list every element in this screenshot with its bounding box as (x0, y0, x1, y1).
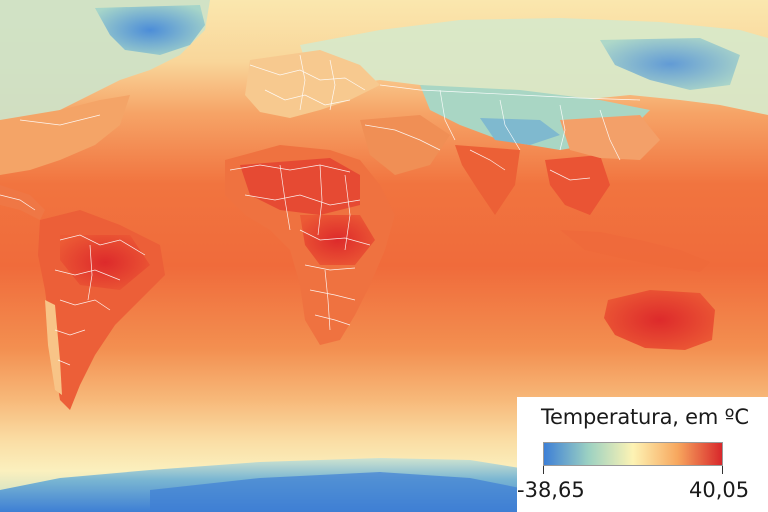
legend-tick-min (543, 466, 544, 474)
amazon-hot (60, 235, 150, 290)
china-east (560, 115, 660, 160)
country-borders (0, 54, 641, 366)
legend-title: Temperatura, em ºC (541, 405, 749, 429)
legend-max-label: 40,05 (689, 478, 750, 502)
greenland-region (95, 5, 205, 55)
middle-east (360, 115, 450, 175)
north-america-south (0, 95, 130, 175)
tibet-plateau (480, 118, 560, 145)
andes-cool (45, 300, 62, 395)
indonesia (560, 230, 710, 272)
legend-min-label: -38,65 (517, 478, 585, 502)
legend-tick-max (722, 466, 723, 474)
india (455, 145, 520, 215)
central-america (0, 185, 45, 220)
legend-color-bar (543, 442, 723, 466)
southeast-asia (545, 155, 610, 215)
siberia-cold (600, 38, 740, 90)
australia (604, 290, 715, 350)
africa-hot-north (240, 158, 360, 215)
antarctica-cold-core (150, 472, 520, 512)
legend: Temperatura, em ºC -38,65 40,05 (517, 397, 768, 512)
